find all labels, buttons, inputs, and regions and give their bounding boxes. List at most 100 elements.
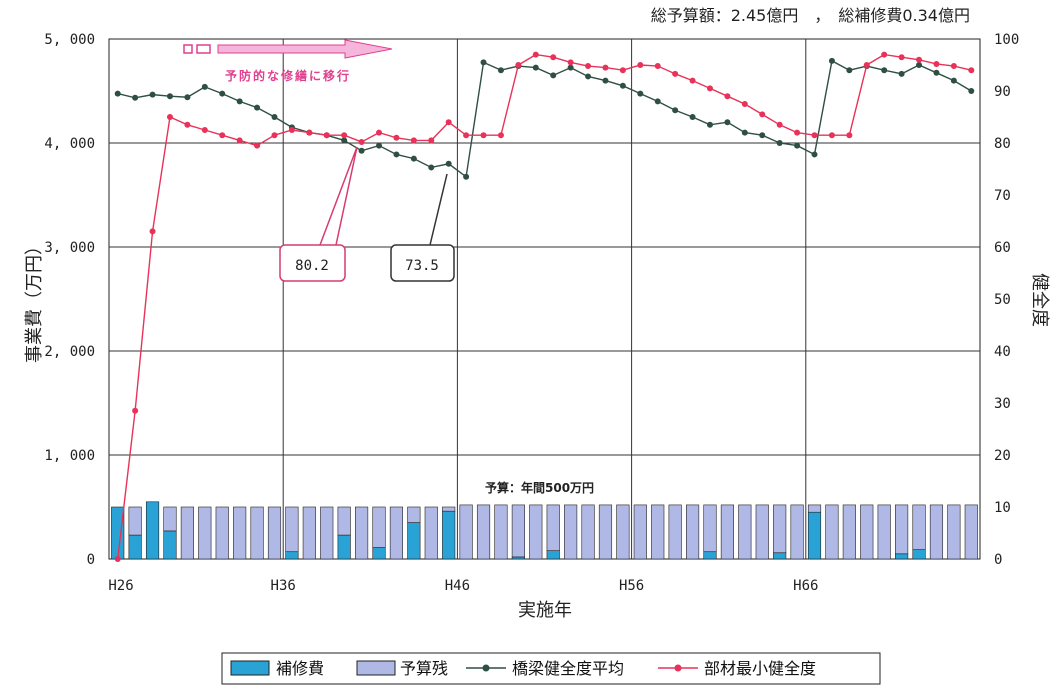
plot-area [108,38,981,560]
legend-label-repair: 補修費 [276,659,324,678]
point-min-health [950,63,957,70]
point-avg-health [637,90,644,97]
legend-label-min: 部材最小健全度 [704,659,816,678]
point-min-health [759,111,766,118]
bar-remaining [337,506,351,536]
point-min-health [254,142,261,149]
point-avg-health [184,94,191,101]
bar-remaining [738,504,752,560]
bar-remaining [755,504,769,560]
point-avg-health [550,72,557,79]
bar-remaining [267,506,282,560]
point-min-health [445,119,452,126]
bar-remaining [163,506,177,532]
x-tick-label: H56 [619,578,644,594]
point-avg-health [585,73,592,80]
point-min-health [184,121,191,128]
point-min-health [776,121,783,128]
point-min-health [916,56,923,63]
point-min-health [567,59,574,66]
bar-repair [442,510,456,560]
bar-remaining [476,504,491,560]
point-min-health [480,132,487,139]
point-avg-health [236,98,243,105]
point-avg-health [463,173,470,180]
point-min-health [532,51,539,58]
summary-text: 総予算額：2.45億円 ， 総補修費0.34億円 [651,6,970,25]
point-avg-health [376,142,383,149]
point-min-health [585,63,592,70]
legend-label-remaining: 予算残 [400,659,448,678]
bar-remaining [616,504,630,560]
point-min-health [515,62,522,68]
bar-remaining [685,504,700,560]
left-tick-label: 3, 000 [44,240,95,256]
point-min-health [376,129,383,136]
point-min-health [811,132,818,139]
bar-repair [511,556,525,560]
point-min-health [689,77,696,84]
callout-avg-leader [429,173,448,246]
right-tick-label: 60 [994,240,1011,256]
right-axis-tick-labels: 0 10 20 30 40 50 60 70 80 90 100 [994,32,1019,568]
bar-remaining [233,506,247,560]
point-min-health [114,556,121,562]
bar-repair [337,534,351,560]
point-min-health [898,54,905,61]
right-tick-label: 50 [994,292,1011,308]
point-min-health [741,101,748,107]
right-tick-label: 30 [994,396,1011,412]
grid-lines [109,39,980,559]
point-min-health [219,132,226,139]
x-axis-title: 実施年 [518,600,572,621]
bar-remaining [215,506,229,560]
point-min-health [968,67,975,74]
bar-repair [372,547,386,560]
bar-remaining [128,506,142,536]
point-min-health [672,70,679,77]
bar-repair [285,551,299,560]
point-avg-health [219,90,226,97]
point-min-health [881,51,888,58]
bar-remaining [250,506,264,560]
left-tick-label: 5, 000 [44,32,95,48]
callout-avg-health: 73.5 [390,173,455,282]
point-avg-health [567,64,574,71]
bar-remaining [877,504,891,560]
point-min-health [724,93,731,100]
bar-repair [546,550,560,560]
x-tick-label: H26 [108,578,133,594]
bar-repair [111,506,125,560]
bar-remaining [860,504,874,560]
bar-remaining [651,504,665,560]
point-min-health [271,132,278,139]
point-avg-health [933,69,940,76]
point-min-health [288,127,295,133]
point-avg-health [619,82,626,89]
point-avg-health [776,140,783,146]
line-series [114,51,975,562]
bar-repair [703,551,717,560]
legend-box [221,652,881,685]
bar-remaining [929,504,944,560]
point-avg-health [898,70,905,77]
left-tick-label: 2, 000 [44,344,95,360]
bar-remaining [668,504,682,560]
bar-remaining [895,504,909,555]
point-min-health [602,64,609,71]
point-avg-health [149,91,156,98]
point-min-health [393,134,400,141]
bar-remaining [198,506,212,560]
bar-remaining [285,506,299,553]
right-tick-label: 90 [994,84,1011,100]
point-avg-health [794,142,801,149]
left-tick-label: 0 [87,552,95,568]
point-min-health [410,137,417,144]
bar-remaining [389,506,404,560]
point-avg-health [166,93,173,100]
point-avg-health [672,107,679,114]
bar-remaining [947,504,961,560]
bar-remaining [790,504,804,560]
bar-remaining [807,504,822,513]
bar-repair [773,552,787,560]
